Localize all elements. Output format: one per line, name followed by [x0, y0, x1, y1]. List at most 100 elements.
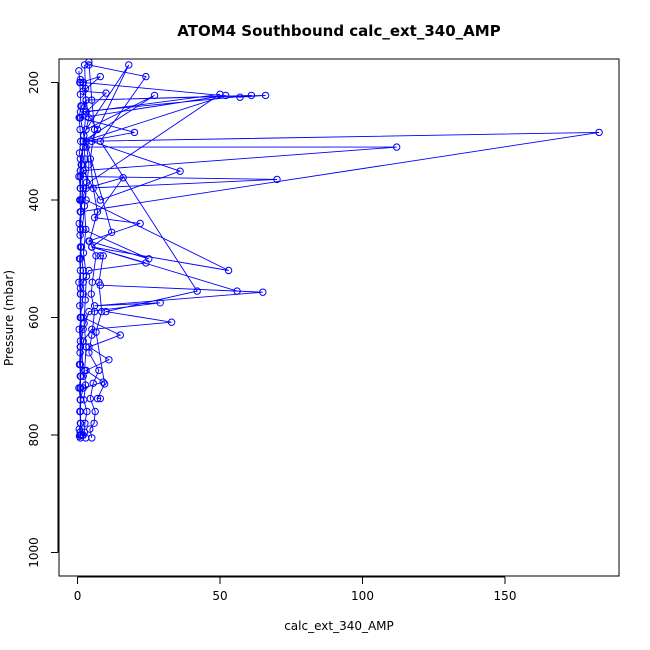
data-point	[85, 61, 93, 69]
data-point	[82, 272, 91, 281]
data-point	[86, 394, 95, 403]
data-point	[93, 125, 102, 134]
data-point	[222, 91, 230, 100]
data-point	[79, 184, 87, 193]
x-tick-label: 50	[212, 589, 227, 603]
data-point	[233, 287, 241, 295]
series-line-2	[79, 79, 266, 377]
plot-frame	[58, 58, 620, 577]
data-point	[76, 434, 85, 442]
y-tick-label: 400	[27, 189, 41, 212]
data-point	[80, 319, 88, 328]
data-point	[100, 380, 109, 388]
data-point	[95, 278, 103, 286]
data-point	[75, 360, 84, 369]
data-point	[156, 299, 164, 307]
x-axis: 0 50 100 150	[74, 576, 516, 603]
data-point	[93, 208, 102, 216]
data-point	[85, 307, 93, 316]
data-point	[96, 137, 105, 146]
data-point	[136, 219, 144, 228]
data-point	[79, 225, 87, 234]
data-point	[76, 184, 85, 193]
data-point	[75, 114, 83, 122]
data-point	[93, 394, 102, 403]
data-point	[77, 208, 85, 216]
data-point	[88, 434, 96, 442]
data-point	[142, 72, 150, 81]
data-point	[393, 143, 401, 151]
data-point	[81, 155, 89, 163]
data-point	[99, 252, 107, 260]
data-point	[90, 213, 99, 222]
data-point	[273, 175, 281, 184]
data-point	[77, 372, 85, 380]
y-axis: 200 400 600 800 1000	[27, 71, 59, 568]
data-point	[82, 108, 90, 116]
data-point	[76, 125, 84, 134]
data-point	[595, 128, 603, 137]
data-point	[76, 196, 84, 204]
series-lines	[78, 61, 600, 439]
data-point	[76, 302, 84, 310]
data-point	[176, 167, 184, 175]
data-point	[76, 337, 85, 345]
data-point	[76, 396, 85, 404]
data-point	[224, 266, 233, 275]
data-point	[80, 366, 89, 375]
data-point	[76, 266, 85, 275]
data-point	[79, 337, 87, 345]
data-point	[90, 419, 98, 427]
data-point	[99, 378, 107, 386]
x-tick-label: 100	[351, 589, 374, 603]
data-point	[78, 196, 86, 204]
data-point	[75, 67, 83, 75]
data-point	[76, 407, 84, 416]
data-point	[142, 259, 150, 267]
data-point	[79, 266, 87, 275]
data-point	[79, 278, 87, 286]
data-point	[75, 255, 84, 263]
data-point	[167, 318, 176, 326]
series-points	[75, 59, 603, 442]
data-point	[76, 78, 84, 87]
data-point	[75, 384, 83, 392]
data-point	[102, 307, 110, 316]
data-point	[89, 379, 97, 387]
data-point	[77, 290, 85, 298]
data-point	[76, 231, 84, 240]
data-point	[81, 381, 90, 389]
data-point	[89, 184, 97, 193]
data-point	[79, 249, 88, 257]
chart-title: ATOM4 Southbound calc_ext_340_AMP	[177, 22, 500, 40]
data-point	[96, 252, 105, 260]
y-tick-label: 800	[27, 424, 41, 447]
data-point	[80, 202, 89, 210]
data-point	[216, 90, 224, 99]
data-point	[80, 131, 88, 140]
data-point	[77, 102, 85, 110]
data-point	[85, 237, 94, 245]
data-point	[76, 90, 85, 99]
data-point	[90, 125, 99, 134]
data-point	[150, 91, 159, 100]
data-point	[91, 407, 99, 416]
data-point	[88, 137, 96, 146]
data-point	[77, 137, 85, 146]
data-point	[247, 91, 256, 100]
data-point	[130, 128, 139, 137]
data-point	[87, 290, 95, 298]
data-point	[81, 296, 89, 304]
data-point	[119, 174, 127, 182]
data-point	[86, 155, 95, 163]
data-point	[116, 331, 125, 339]
data-point	[75, 278, 83, 286]
data-point	[85, 349, 93, 357]
data-point	[75, 149, 84, 157]
data-point	[82, 96, 90, 104]
data-point	[105, 356, 113, 364]
data-point	[81, 84, 90, 93]
data-point	[90, 302, 99, 310]
data-point	[85, 114, 93, 122]
